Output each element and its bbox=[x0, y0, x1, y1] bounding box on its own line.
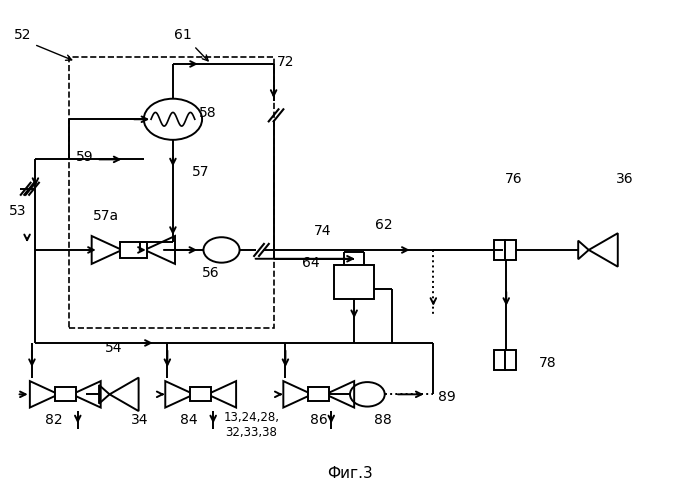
Bar bbox=[494, 240, 505, 260]
Text: 88: 88 bbox=[374, 413, 392, 427]
Bar bbox=[308, 388, 329, 401]
Text: 13,24,28,
32,33,38: 13,24,28, 32,33,38 bbox=[223, 411, 279, 439]
Bar bbox=[190, 388, 211, 401]
Text: 61: 61 bbox=[174, 28, 193, 42]
Text: 57: 57 bbox=[192, 165, 209, 179]
Text: 76: 76 bbox=[505, 172, 522, 186]
Bar bbox=[55, 388, 76, 401]
Text: Фиг.3: Фиг.3 bbox=[327, 466, 373, 481]
Text: 84: 84 bbox=[180, 413, 197, 427]
Text: 86: 86 bbox=[310, 413, 328, 427]
Text: 53: 53 bbox=[9, 204, 27, 218]
Text: 89: 89 bbox=[438, 390, 456, 404]
Bar bbox=[505, 240, 516, 260]
Text: 72: 72 bbox=[277, 54, 295, 68]
Text: 82: 82 bbox=[45, 413, 62, 427]
Bar bbox=[505, 350, 516, 370]
Text: 56: 56 bbox=[202, 266, 220, 281]
Text: 62: 62 bbox=[374, 218, 392, 233]
Text: 57a: 57a bbox=[92, 209, 118, 223]
Text: 58: 58 bbox=[199, 106, 216, 120]
Text: 74: 74 bbox=[314, 224, 331, 239]
Text: 59: 59 bbox=[76, 150, 94, 164]
Bar bbox=[494, 350, 505, 370]
Bar bbox=[69, 56, 274, 328]
Bar bbox=[120, 242, 146, 258]
Text: 34: 34 bbox=[131, 413, 148, 427]
Text: 54: 54 bbox=[105, 341, 122, 355]
Text: 52: 52 bbox=[13, 28, 31, 42]
Text: 78: 78 bbox=[539, 355, 556, 370]
Text: 64: 64 bbox=[302, 256, 319, 270]
Text: 36: 36 bbox=[615, 172, 633, 186]
Bar bbox=[334, 265, 374, 299]
